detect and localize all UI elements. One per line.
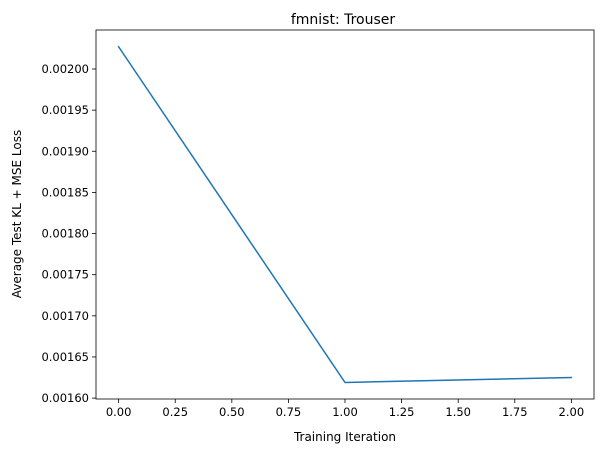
- x-tick-label: 1.75: [502, 405, 528, 419]
- plot-area: [117, 45, 573, 384]
- y-tick-label: 0.00165: [41, 350, 89, 364]
- x-axis-label: Training Iteration: [293, 430, 396, 444]
- y-tick-label: 0.00195: [41, 103, 89, 117]
- y-axis: 0.00160 0.00165 0.00170 0.00175 0.00180 0.001…: [41, 62, 96, 405]
- y-tick-label: 0.00175: [41, 268, 89, 282]
- y-tick-label: 0.00170: [41, 309, 89, 323]
- x-tick-label: 1.25: [389, 405, 415, 419]
- series-line: [117, 45, 573, 384]
- x-tick-label: 0.50: [219, 405, 245, 419]
- y-tick-label: 0.00160: [41, 391, 89, 405]
- x-tick-label: 1.00: [332, 405, 358, 419]
- y-tick-label: 0.00185: [41, 185, 89, 199]
- y-tick-label: 0.00200: [41, 62, 89, 76]
- x-tick-label: 0.75: [276, 405, 302, 419]
- x-tick-label: 0.25: [162, 405, 188, 419]
- x-tick-label: 0.00: [106, 405, 132, 419]
- y-tick-label: 0.00190: [41, 144, 89, 158]
- y-axis-label: Average Test KL + MSE Loss: [10, 130, 24, 298]
- x-tick-label: 2.00: [559, 405, 585, 419]
- x-axis: 0.00 0.25 0.50 0.75 1.00 1.25 1.50 1.75 2.00: [106, 399, 584, 419]
- chart-title: fmnist: Trouser: [291, 12, 396, 28]
- x-tick-label: 1.50: [445, 405, 471, 419]
- y-tick-label: 0.00180: [41, 227, 89, 241]
